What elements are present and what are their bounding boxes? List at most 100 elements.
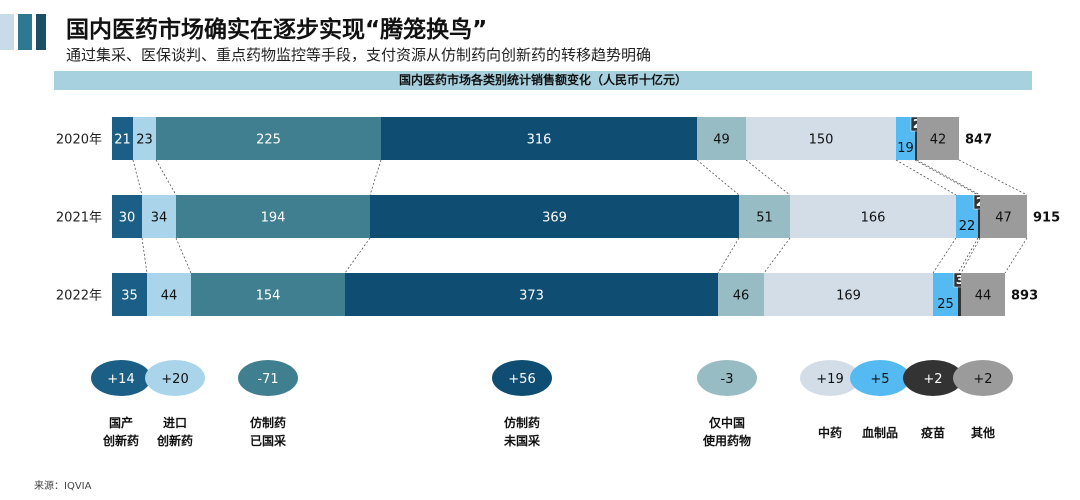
- bar-value-label: 25: [937, 297, 954, 312]
- legend-category-label: 进口: [163, 415, 187, 430]
- change-oval: [238, 360, 298, 396]
- legend-category-label: 创新药: [156, 433, 193, 448]
- change-value-label: +5: [870, 372, 889, 387]
- bar-segment: [112, 117, 133, 160]
- change-oval: [800, 360, 860, 396]
- connector-line: [960, 237, 981, 274]
- connector-line: [958, 159, 1028, 196]
- bar-value-label: 21: [114, 133, 131, 148]
- bar-value-label: 42: [930, 133, 947, 148]
- bar-segment: [156, 117, 381, 160]
- year-label: 2020年: [56, 133, 102, 148]
- legend-category-label: 疫苗: [921, 425, 945, 440]
- bar-value-label: 169: [836, 289, 861, 304]
- change-value-label: -71: [257, 372, 278, 387]
- page-subtitle: 通过集采、医保谈判、重点药物监控等手段，支付资源从仿制药向创新药的转移趋势明确: [66, 46, 652, 64]
- bar-value-label: 316: [527, 133, 552, 148]
- legend-category-label: 使用药物: [702, 433, 751, 448]
- bar-value-label: 22: [959, 219, 976, 234]
- change-value-label: +20: [161, 372, 188, 387]
- page-title: 国内医药市场确实在逐步实现“腾笼换鸟”: [66, 17, 488, 43]
- change-oval: [903, 360, 963, 396]
- bar-segment: [370, 195, 739, 238]
- legend-category-label: 创新药: [102, 433, 139, 448]
- bar-value-label: 3: [956, 273, 964, 287]
- connector-line: [141, 237, 148, 274]
- row-total-label: 847: [965, 133, 992, 148]
- connector-line: [914, 159, 979, 196]
- bar-value-label: 46: [733, 289, 750, 304]
- bar-segment: [764, 273, 933, 316]
- connector-line: [763, 237, 791, 274]
- bar-value-label: 154: [256, 289, 281, 304]
- row-total-label: 893: [1011, 289, 1038, 304]
- row-total-label: 915: [1033, 211, 1060, 226]
- connector-line: [1004, 237, 1028, 274]
- connector-line: [344, 237, 371, 274]
- bar-value-label: 23: [136, 133, 153, 148]
- bar-value-label: 166: [861, 211, 886, 226]
- connector-line: [717, 237, 740, 274]
- bar-segment: [896, 117, 915, 160]
- legend-category-label: 中药: [818, 425, 842, 440]
- bar-value-label: 44: [161, 289, 178, 304]
- legend-category-label: 已国采: [250, 433, 286, 448]
- legend-category-label: 血制品: [862, 425, 898, 440]
- change-value-label: +2: [923, 372, 942, 387]
- change-oval: [953, 360, 1013, 396]
- year-label: 2021年: [56, 211, 102, 226]
- bar-segment: [381, 117, 697, 160]
- bar-value-label: 51: [756, 211, 773, 226]
- bar-segment: [790, 195, 956, 238]
- source-note: 来源：IQVIA: [34, 481, 92, 492]
- change-value-label: -3: [721, 372, 734, 387]
- bar-value-label: 30: [119, 211, 136, 226]
- decor-bar-dark: [36, 14, 46, 50]
- change-oval: [145, 360, 205, 396]
- bar-value-label: 19: [897, 141, 914, 156]
- change-oval: [850, 360, 910, 396]
- change-value-label: +56: [508, 372, 535, 387]
- connector-line: [745, 159, 791, 196]
- bar-segment: [133, 117, 156, 160]
- bar-value-label: 47: [995, 211, 1012, 226]
- bar-segment: [915, 117, 917, 160]
- bar-segment: [917, 117, 959, 160]
- connector-line: [132, 159, 143, 196]
- bar-segment: [746, 117, 896, 160]
- year-label: 2022年: [56, 289, 102, 304]
- change-oval: [492, 360, 552, 396]
- bar-segment: [142, 195, 176, 238]
- legend-category-label: 仅中国: [708, 415, 745, 430]
- connector-line: [155, 159, 177, 196]
- bar-segment: [191, 273, 345, 316]
- bar-value-label: 44: [975, 289, 992, 304]
- bar-value-label: 34: [151, 211, 168, 226]
- bar-segment: [345, 273, 718, 316]
- bar-segment: [978, 195, 980, 238]
- bar-segment: [112, 195, 142, 238]
- bar-segment: [956, 195, 978, 238]
- bar-segment: [961, 273, 1005, 316]
- bar-segment: [176, 195, 370, 238]
- bar-segment: [697, 117, 746, 160]
- legend-category-label: 其他: [971, 425, 995, 440]
- legend-category-label: 国产: [109, 415, 133, 430]
- connector-line: [696, 159, 740, 196]
- bar-segment: [112, 273, 147, 316]
- connector-line: [957, 237, 979, 274]
- change-oval: [91, 360, 151, 396]
- connector-line: [175, 237, 192, 274]
- legend-category-label: 仿制药: [504, 415, 540, 430]
- chart-title-banner: 国内医药市场各类别统计销售额变化（人民币十亿元）: [54, 71, 1032, 90]
- bar-segment: [958, 273, 961, 316]
- bar-value-label: 369: [542, 211, 567, 226]
- bar-segment: [718, 273, 764, 316]
- change-value-label: +14: [107, 372, 134, 387]
- bar-value-label: 150: [809, 133, 834, 148]
- change-value-label: +19: [816, 372, 843, 387]
- bar-segment: [147, 273, 191, 316]
- connector-line: [369, 159, 382, 196]
- decor-bar-light: [0, 14, 14, 50]
